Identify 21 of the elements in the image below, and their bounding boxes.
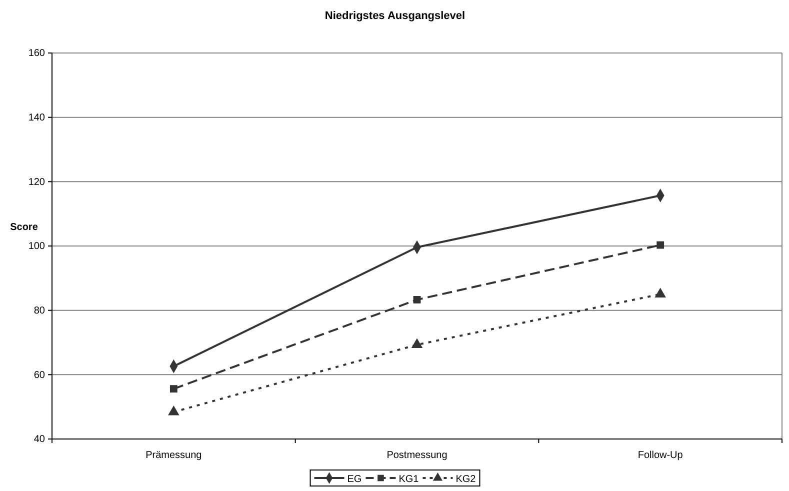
point	[411, 338, 423, 348]
y-axis-title: Score	[10, 222, 38, 233]
point	[656, 241, 664, 249]
y-tick-label: 120	[28, 176, 46, 188]
point	[413, 296, 421, 304]
point	[654, 288, 666, 298]
x-tick-label: Follow-Up	[638, 450, 684, 461]
y-tick-label: 140	[28, 112, 46, 124]
legend-label: KG1	[398, 474, 420, 485]
y-tick-label: 160	[28, 48, 46, 60]
x-tick-label: Postmessung	[386, 450, 448, 461]
y-tick-label: 40	[34, 434, 46, 446]
y-tick-label: 60	[34, 370, 46, 381]
legend-label: EG	[347, 474, 362, 485]
point	[168, 405, 180, 416]
chart-title: Niedrigstes Ausgangslevel	[324, 10, 466, 22]
legend-label: KG2	[456, 474, 476, 485]
x-tick-label: Prämessung	[146, 450, 202, 461]
y-tick-label: 100	[28, 241, 46, 252]
y-tick-label: 80	[34, 306, 46, 317]
point	[170, 385, 178, 393]
